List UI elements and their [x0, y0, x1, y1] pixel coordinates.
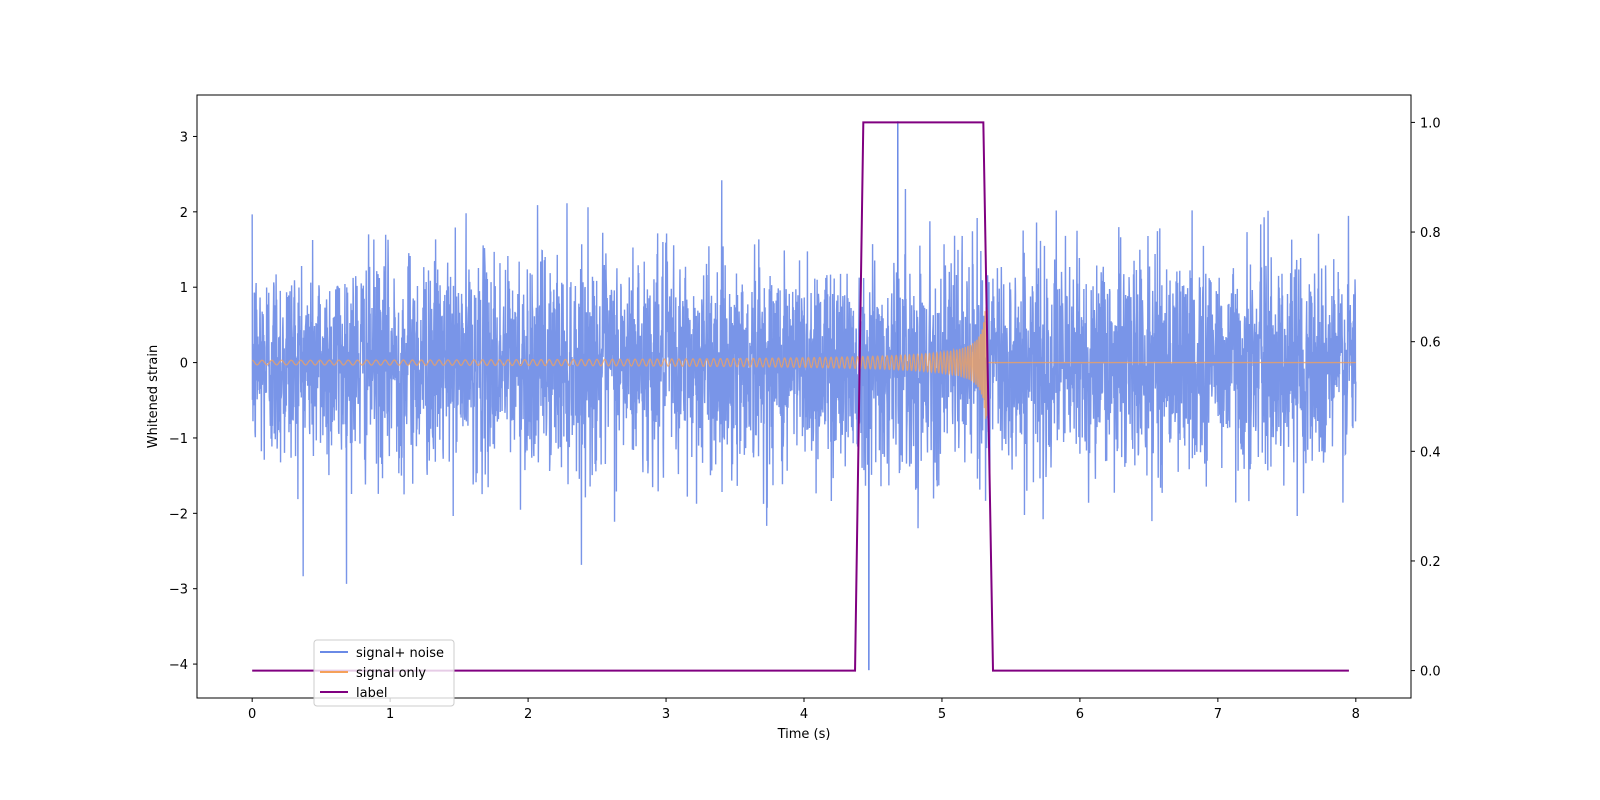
y2-tick-label: 0.6 [1420, 336, 1441, 351]
legend-entry: label [356, 686, 387, 701]
y2-tick-label: 0.0 [1420, 665, 1441, 680]
x-tick-label: 7 [1214, 707, 1222, 722]
y-tick-label: −4 [169, 658, 188, 673]
y-tick-label: 1 [180, 281, 188, 296]
y2-tick-label: 0.2 [1420, 555, 1441, 570]
y2-tick-label: 1.0 [1420, 116, 1441, 131]
y2-tick-label: 0.8 [1420, 226, 1441, 241]
series-label [252, 121, 1349, 672]
series-signal-only [252, 307, 1356, 419]
legend-entry: signal only [356, 666, 426, 681]
y-tick-label: −2 [169, 507, 188, 522]
x-tick-label: 0 [248, 707, 256, 722]
series-signal-plus-noise [251, 121, 1357, 671]
x-tick-label: 2 [524, 707, 532, 722]
y-axis-right: 0.0 0.2 0.4 0.6 0.8 1.0 [1411, 116, 1441, 680]
x-axis-label: Time (s) [777, 727, 831, 742]
legend-box [313, 639, 455, 707]
x-tick-label: 5 [938, 707, 946, 722]
y-axis-label: Whitened strain [146, 345, 161, 448]
y2-tick-label: 0.4 [1420, 445, 1441, 460]
legend-entry: signal+ noise [356, 646, 444, 661]
x-tick-label: 4 [800, 707, 808, 722]
x-tick-label: 3 [662, 707, 670, 722]
x-tick-label: 1 [386, 707, 394, 722]
y-tick-label: 3 [180, 130, 188, 145]
y-tick-label: 0 [180, 357, 188, 372]
y-axis-left: −4 −3 −2 −1 0 1 2 3 [169, 130, 197, 673]
series-signal-plus-noise-extremes [868, 121, 899, 671]
y-tick-label: −3 [169, 583, 188, 598]
y-tick-label: −1 [169, 432, 188, 447]
x-tick-label: 8 [1352, 707, 1360, 722]
data-layer [251, 121, 1357, 672]
y-tick-label: 2 [180, 206, 188, 221]
legend: signal+ noise signal only label [313, 639, 455, 707]
x-tick-label: 6 [1076, 707, 1084, 722]
